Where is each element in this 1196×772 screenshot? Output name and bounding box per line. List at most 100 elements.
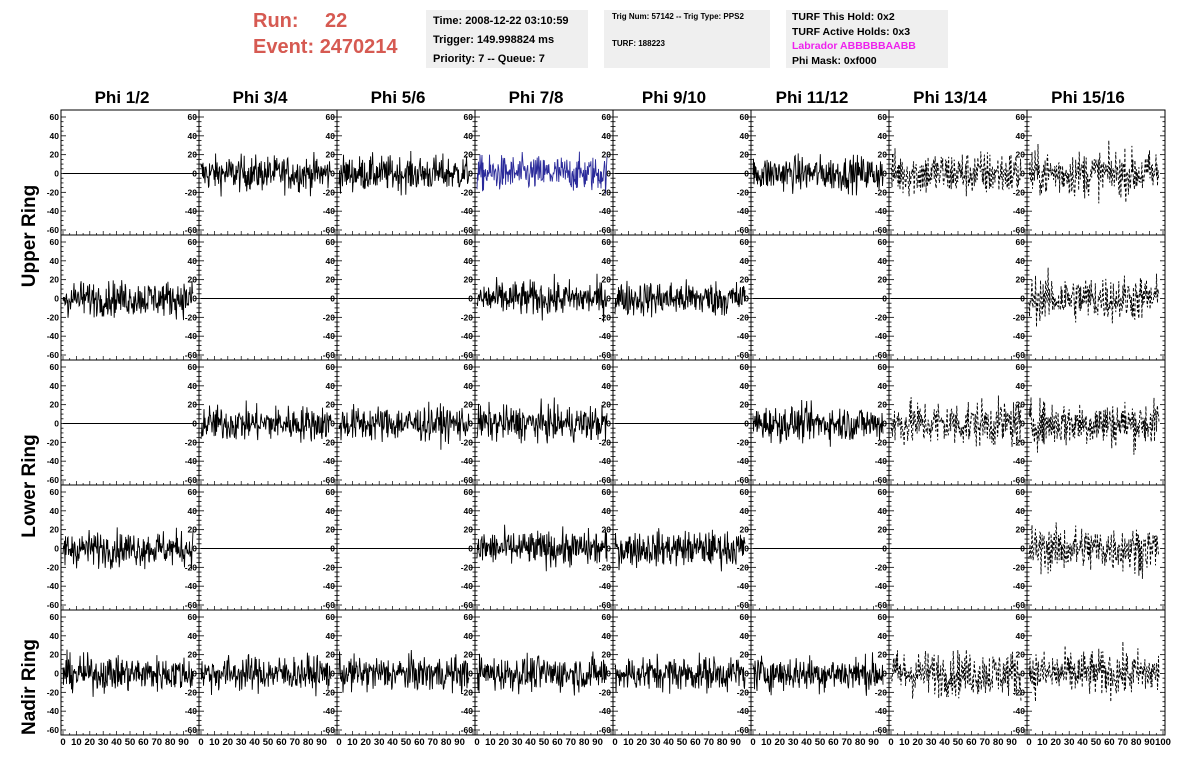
y-tick-label: 20 bbox=[50, 400, 60, 410]
y-tick-label: -60 bbox=[47, 475, 60, 485]
x-tick-label: 80 bbox=[441, 737, 452, 748]
waveform-panel: 60 40 20 0 -20 -40 -60 bbox=[737, 109, 890, 236]
y-tick-label: 20 bbox=[50, 275, 60, 285]
y-tick-label: -40 bbox=[875, 581, 888, 591]
y-tick-label: 20 bbox=[1016, 400, 1026, 410]
y-tick-label: -20 bbox=[737, 437, 750, 447]
waveform-panel: 60 40 20 0 -20 -40 -60 bbox=[875, 484, 1028, 611]
y-tick-label: 0 bbox=[192, 419, 197, 429]
y-tick-label: -20 bbox=[47, 187, 60, 197]
x-tick-label: 30 bbox=[788, 737, 799, 748]
x-tick-label: 50 bbox=[539, 737, 550, 748]
y-tick-label: -60 bbox=[47, 725, 60, 735]
y-tick-label: 60 bbox=[464, 612, 474, 622]
x-tick-label: 0 bbox=[1026, 737, 1031, 748]
run-label: Run: bbox=[253, 10, 299, 32]
y-tick-label: -20 bbox=[47, 562, 60, 572]
phi-mask-text: Phi Mask: 0xf000 bbox=[792, 54, 877, 67]
y-tick-label: -40 bbox=[1013, 456, 1026, 466]
y-tick-label: -60 bbox=[323, 225, 336, 235]
y-tick-label: 60 bbox=[878, 112, 888, 122]
waveform-panel: 60 40 20 0 -20 -40 -60 bbox=[737, 234, 890, 361]
waveform-panel: 60 40 20 0 -20 -40 -60 bbox=[461, 609, 614, 736]
y-tick-label: 0 bbox=[606, 169, 611, 179]
y-tick-label: 40 bbox=[740, 256, 750, 266]
y-tick-label: 20 bbox=[1016, 650, 1026, 660]
y-tick-label: 60 bbox=[602, 612, 612, 622]
y-tick-label: 0 bbox=[330, 294, 335, 304]
y-tick-label: -40 bbox=[461, 706, 474, 716]
y-tick-label: 20 bbox=[602, 400, 612, 410]
y-tick-label: 40 bbox=[740, 131, 750, 141]
y-tick-label: 20 bbox=[188, 525, 198, 535]
run-event-info: Run: 22 Event: 2470214 bbox=[253, 8, 398, 60]
y-tick-label: -20 bbox=[185, 562, 198, 572]
y-tick-label: -20 bbox=[185, 312, 198, 322]
y-tick-label: 60 bbox=[602, 362, 612, 372]
waveform-panel: 60 40 20 0 -20 -40 -60 bbox=[599, 609, 752, 736]
y-tick-label: 40 bbox=[740, 506, 750, 516]
waveform-panel: 60 40 20 0 -20 -40 -60 bbox=[47, 109, 200, 236]
column-header-phi-13-14: Phi 13/14 bbox=[913, 88, 987, 107]
y-tick-label: 20 bbox=[878, 275, 888, 285]
x-tick-label: 10 bbox=[623, 737, 634, 748]
x-tick-label: 0 bbox=[612, 737, 617, 748]
waveform-panel: 60 40 20 0 -20 -40 -60 bbox=[185, 359, 338, 486]
y-tick-label: 0 bbox=[54, 419, 59, 429]
y-tick-label: -20 bbox=[47, 687, 60, 697]
y-tick-label: 40 bbox=[740, 381, 750, 391]
y-tick-label: 40 bbox=[326, 506, 336, 516]
y-tick-label: -60 bbox=[185, 725, 198, 735]
waveform-panel: 60 40 20 0 -20 -40 -60 bbox=[1013, 234, 1166, 361]
x-tick-label: 90 bbox=[1144, 737, 1155, 748]
x-tick-label: 70 bbox=[842, 737, 853, 748]
y-tick-label: 0 bbox=[468, 669, 473, 679]
y-tick-label: -40 bbox=[737, 456, 750, 466]
y-tick-label: 0 bbox=[1020, 419, 1025, 429]
y-tick-label: 20 bbox=[1016, 525, 1026, 535]
y-tick-label: 0 bbox=[468, 419, 473, 429]
y-tick-label: -20 bbox=[185, 437, 198, 447]
y-tick-label: 20 bbox=[464, 150, 474, 160]
y-tick-label: -60 bbox=[323, 725, 336, 735]
x-tick-label: 40 bbox=[111, 737, 122, 748]
y-tick-label: -40 bbox=[47, 581, 60, 591]
waveform-panel: 60 40 20 0 -20 -40 -60 bbox=[737, 359, 890, 486]
y-tick-label: -20 bbox=[323, 562, 336, 572]
y-tick-label: 0 bbox=[330, 544, 335, 554]
x-tick-label: 80 bbox=[855, 737, 866, 748]
waveform-panel: 60 40 20 0 -20 -40 -60 bbox=[47, 234, 200, 361]
y-tick-label: 0 bbox=[744, 294, 749, 304]
y-tick-label: -60 bbox=[461, 350, 474, 360]
x-tick-label: 20 bbox=[775, 737, 786, 748]
y-tick-label: -40 bbox=[185, 206, 198, 216]
x-tick-label: 40 bbox=[1077, 737, 1088, 748]
x-tick-label: 60 bbox=[966, 737, 977, 748]
y-tick-label: -40 bbox=[323, 706, 336, 716]
y-tick-label: 0 bbox=[192, 294, 197, 304]
y-tick-label: 60 bbox=[50, 487, 60, 497]
y-tick-label: 60 bbox=[464, 487, 474, 497]
waveform-panel: 60 40 20 0 -20 -40 -60 bbox=[185, 484, 338, 611]
y-tick-label: -60 bbox=[599, 600, 612, 610]
y-tick-label: -60 bbox=[875, 225, 888, 235]
x-tick-label: 70 bbox=[704, 737, 715, 748]
y-tick-label: -20 bbox=[323, 437, 336, 447]
y-tick-label: 60 bbox=[1016, 362, 1026, 372]
y-tick-label: 60 bbox=[878, 487, 888, 497]
x-tick-label: 30 bbox=[1064, 737, 1075, 748]
y-tick-label: -20 bbox=[323, 312, 336, 322]
waveform-panel: 60 40 20 0 -20 -40 -60 bbox=[599, 109, 752, 236]
y-tick-label: -20 bbox=[1013, 187, 1026, 197]
column-header-phi-1-2: Phi 1/2 bbox=[94, 88, 150, 107]
y-tick-label: 0 bbox=[882, 169, 887, 179]
x-tick-label: 30 bbox=[98, 737, 109, 748]
y-tick-label: 0 bbox=[1020, 669, 1025, 679]
waveform-panel: 60 40 20 0 -20 -40 -60 bbox=[323, 359, 476, 486]
y-tick-label: 40 bbox=[1016, 631, 1026, 641]
y-tick-label: 40 bbox=[50, 381, 60, 391]
y-tick-label: -20 bbox=[461, 437, 474, 447]
y-tick-label: -60 bbox=[1013, 600, 1026, 610]
waveform-panel: 60 40 20 0 -20 -40 -60 bbox=[737, 609, 890, 736]
y-tick-label: 40 bbox=[464, 131, 474, 141]
